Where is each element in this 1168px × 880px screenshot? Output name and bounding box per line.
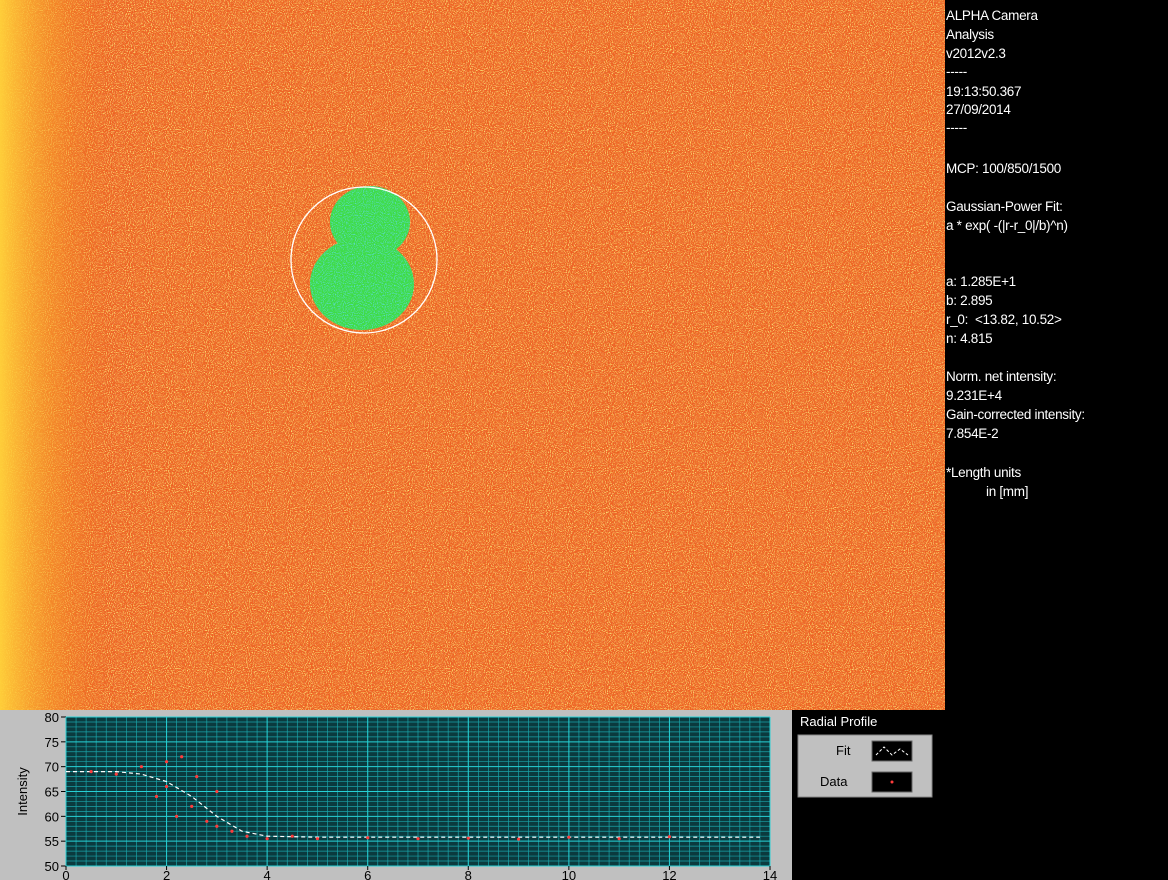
data-point: [618, 837, 621, 840]
info-line: -----: [946, 120, 967, 135]
legend-title: Radial Profile: [800, 714, 877, 729]
info-line: ALPHA Camera: [946, 8, 1038, 23]
data-point: [266, 837, 269, 840]
data-point: [416, 837, 419, 840]
legend-label: Data: [820, 774, 848, 789]
data-point: [517, 838, 520, 841]
info-line: Analysis: [946, 27, 994, 42]
x-tick-label: 14: [763, 868, 777, 880]
info-panel: ALPHA Camera Analysis v2012v2.3 ----- 19:13:…: [946, 0, 1168, 880]
data-point: [115, 773, 118, 776]
info-line: n: 4.815: [946, 331, 992, 346]
x-tick-label: 2: [163, 868, 170, 880]
x-tick-label: 6: [364, 868, 371, 880]
info-line: r_0: <13.82, 10.52>: [946, 312, 1062, 327]
data-point: [165, 785, 168, 788]
data-point: [366, 836, 369, 839]
data-point: [230, 830, 233, 833]
data-point: [180, 755, 183, 758]
x-tick-label: 12: [662, 868, 676, 880]
data-point: [215, 790, 218, 793]
info-line: a * exp( -(|r-r_0|/b)^n): [946, 218, 1068, 233]
y-tick-label: 65: [45, 785, 59, 800]
data-point: [165, 760, 168, 763]
info-line: *Length units: [946, 465, 1021, 480]
y-tick-label: 75: [45, 735, 59, 750]
y-tick-label: 55: [45, 834, 59, 849]
info-line: a: 1.285E+1: [946, 274, 1016, 289]
y-tick-label: 50: [45, 859, 59, 874]
info-line: 27/09/2014: [946, 102, 1011, 117]
info-line: Norm. net intensity:: [946, 369, 1056, 384]
info-line: in [mm]: [986, 484, 1028, 499]
info-line: -----: [946, 64, 967, 79]
x-tick-label: 4: [264, 868, 271, 880]
y-tick-label: 80: [45, 710, 59, 725]
camera-image: [0, 0, 945, 710]
data-point: [668, 835, 671, 838]
data-point: [190, 805, 193, 808]
data-point: [316, 837, 319, 840]
data-point: [140, 765, 143, 768]
info-line: MCP: 100/850/1500: [946, 161, 1061, 176]
info-line: Gain-corrected intensity:: [946, 407, 1085, 422]
info-line: v2012v2.3: [946, 46, 1006, 61]
info-line: 19:13:50.367: [946, 84, 1021, 99]
legend-label: Fit: [836, 743, 851, 758]
x-tick-label: 0: [62, 868, 69, 880]
data-point: [175, 815, 178, 818]
data-point: [205, 820, 208, 823]
y-tick-label: 60: [45, 809, 59, 824]
x-tick-label: 10: [562, 868, 576, 880]
x-tick-label: 8: [465, 868, 472, 880]
data-point: [291, 835, 294, 838]
legend-swatch: [872, 741, 912, 761]
info-line: b: 2.895: [946, 293, 992, 308]
data-point: [155, 795, 158, 798]
data-point: [195, 775, 198, 778]
info-line: 9.231E+4: [946, 388, 1002, 403]
app-window: 50 55 60 65 70 75 80 0 2 4 6 8 10 12 14 Intensity Radia…: [0, 0, 1168, 880]
y-tick-label: 70: [45, 760, 59, 775]
data-point: [90, 770, 93, 773]
info-line: 7.854E-2: [946, 426, 998, 441]
info-line: Gaussian-Power Fit:: [946, 199, 1063, 214]
y-axis-label: Intensity: [15, 767, 30, 816]
data-point: [467, 837, 470, 840]
data-point: [567, 836, 570, 839]
data-point: [245, 835, 248, 838]
data-point: [215, 825, 218, 828]
legend-dot: [891, 781, 894, 784]
